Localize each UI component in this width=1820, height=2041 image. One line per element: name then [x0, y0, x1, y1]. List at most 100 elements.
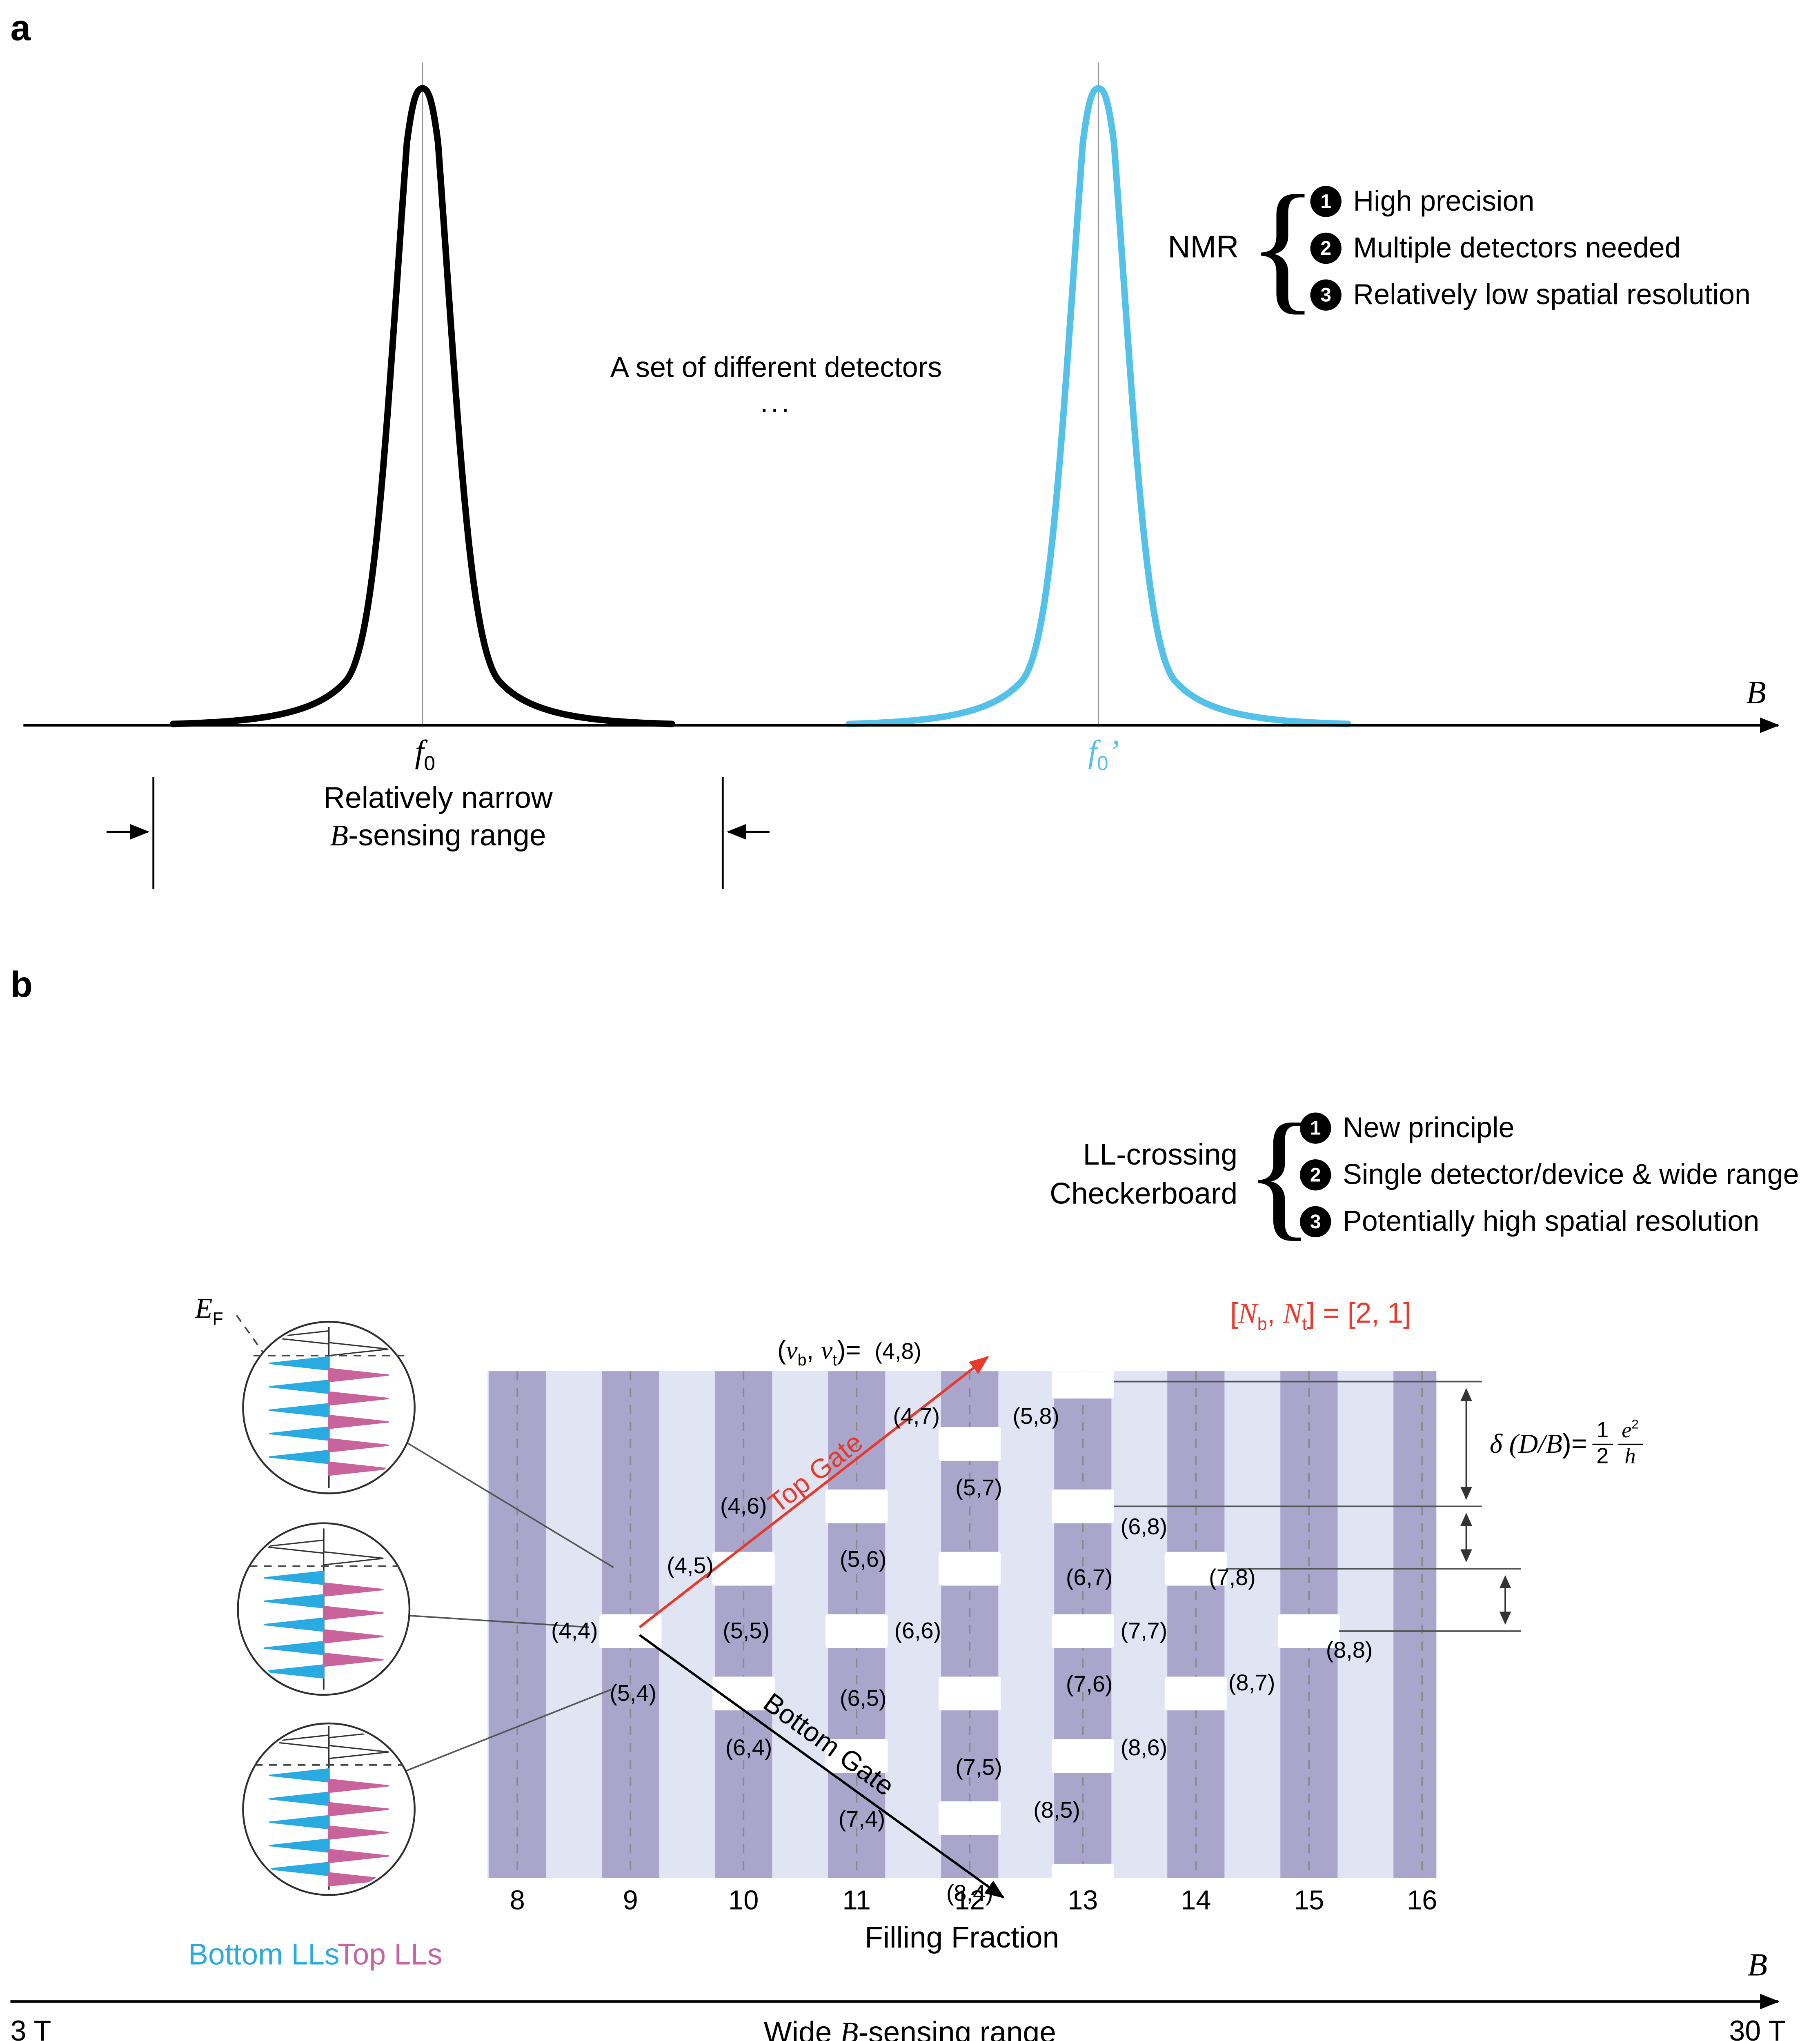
config-nb-symbol: N: [1238, 1297, 1257, 1330]
bottom-gate-arrow: [639, 1634, 1005, 1899]
db-symbol: D/B: [1518, 1427, 1562, 1459]
e2-over-h-fraction: e2 h: [1618, 1418, 1643, 1469]
circled-number-1-icon: 1: [1310, 186, 1342, 217]
narrow-range-note-line1: Relatively narrow: [323, 780, 553, 814]
bottom-ll-spike-5: [269, 1861, 330, 1876]
checkerboard-stripes-and-cells: [489, 1371, 1437, 1878]
peak-curve-black: [169, 85, 676, 727]
wide-range-rest: -sensing range: [858, 2015, 1057, 2041]
f0p-symbol: f: [1088, 735, 1097, 770]
top-ll-spike-2: [323, 1605, 384, 1621]
detectors-note-line1: A set of different detectors: [610, 351, 942, 384]
bottom-ll-spike-5: [264, 1664, 325, 1679]
stripe-16: [1393, 1371, 1437, 1878]
wide-range-b-symbol: B: [840, 2016, 859, 2041]
method-item-1-label: New principle: [1343, 1111, 1515, 1144]
legend-top-lls: Top LLs: [337, 1937, 443, 1971]
h-symbol: h: [1624, 1443, 1636, 1468]
top-ll-spike-2: [328, 1779, 389, 1793]
fraction-numerator: 1: [1592, 1418, 1613, 1445]
bottom-ll-spike-0: [269, 1734, 330, 1749]
nu-b-symbol: ν: [786, 1336, 798, 1365]
crossing-cell-13--4: [1051, 1863, 1114, 1878]
range-note-rest: -sensing range: [348, 818, 546, 852]
crossing-cell-12-1: [938, 1552, 1001, 1586]
circled-number-2-icon: 2: [1310, 232, 1342, 264]
nmr-item-2-label: Multiple detectors needed: [1353, 231, 1681, 264]
bottom-ll-spike-1: [269, 1768, 330, 1783]
e-symbol: e: [1622, 1418, 1632, 1443]
bottom-ll-spike-0: [269, 1330, 330, 1345]
crossing-cell-13--2: [1051, 1739, 1114, 1773]
inset1-connector-line: [406, 1442, 614, 1568]
crossing-cell-11-2: [825, 1489, 888, 1523]
panel-a-label: a: [10, 8, 31, 48]
cell-label-4-8: (4,8): [874, 1338, 921, 1364]
bottom-ll-spike-2: [264, 1594, 325, 1609]
method-item-2: 2 Single detector/device & wide range: [1300, 1152, 1799, 1198]
top-ll-spike-5: [328, 1849, 389, 1863]
config-nb-subscript: b: [1257, 1314, 1267, 1334]
delta-symbol: δ (: [1489, 1427, 1518, 1459]
range-b-symbol: B: [330, 819, 349, 852]
f0-symbol: f: [415, 735, 424, 770]
circled-number-2-icon: 2: [1300, 1159, 1331, 1191]
fermi-level-pointer: [236, 1315, 263, 1352]
crossing-cell-14-1: [1164, 1552, 1227, 1586]
nmr-item-1: 1 High precision: [1310, 178, 1534, 225]
config-nt-symbol: N: [1283, 1297, 1302, 1330]
nmr-item-3-label: Relatively low spatial resolution: [1353, 278, 1751, 311]
top-ll-spike-5: [328, 1461, 389, 1476]
top-ll-spike-3: [323, 1629, 384, 1644]
bottom-ll-spike-1: [269, 1356, 330, 1371]
one-half-fraction: 1 2: [1592, 1418, 1613, 1469]
nu-comma: ,: [806, 1336, 821, 1365]
circled-number-3-icon: 3: [1300, 1206, 1331, 1238]
nu-open-paren: (: [777, 1336, 786, 1365]
top-ll-spike-0: [328, 1342, 389, 1356]
inset3-landau-levels: [269, 1726, 389, 1887]
wide-range-pre: Wide: [763, 2015, 840, 2041]
e-exponent: 2: [1631, 1418, 1639, 1433]
crossing-cell-13-4: [1051, 1371, 1114, 1398]
config-open-bracket: [: [1230, 1297, 1238, 1330]
bottom-ll-spike-2: [269, 1379, 330, 1394]
legend-bottom-lls: Bottom LLs: [188, 1937, 340, 1971]
bottom-ll-spike-3: [269, 1403, 330, 1418]
nu-t-symbol: ν: [821, 1336, 833, 1365]
top-ll-spike-2: [328, 1391, 389, 1406]
config-comma: ,: [1267, 1297, 1283, 1330]
top-ll-spike-4: [323, 1652, 384, 1667]
inset2-connector-line: [408, 1614, 589, 1628]
top-ll-spike-3: [328, 1414, 389, 1429]
top-ll-spike-3: [328, 1802, 389, 1816]
peak-curve-cyan: [845, 85, 1351, 727]
bottom-ll-spike-1: [264, 1570, 325, 1585]
b-axis-label-b: B: [1747, 1948, 1768, 1983]
method-item-2-label: Single detector/device & wide range: [1343, 1158, 1799, 1191]
inset1-landau-levels: [269, 1330, 389, 1476]
top-ll-spike-4: [328, 1825, 389, 1840]
detectors-note-ellipsis: ...: [760, 386, 792, 419]
circled-number-3-icon: 3: [1310, 279, 1342, 311]
method-item-3: 3 Potentially high spatial resolution: [1300, 1198, 1759, 1245]
bottom-ll-spike-0: [264, 1539, 325, 1554]
method-item-3-label: Potentially high spatial resolution: [1343, 1205, 1760, 1238]
bottom-ll-spike-4: [264, 1641, 325, 1656]
peak2-frequency-label: f0’: [1088, 734, 1119, 776]
fermi-energy-label: EF: [195, 1292, 223, 1328]
method-title-line1: LL-crossing: [1083, 1137, 1238, 1172]
f0p-subscript: 0: [1097, 753, 1108, 776]
nmr-item-1-label: High precision: [1353, 185, 1535, 217]
crossing-cell-12-3: [938, 1427, 1001, 1461]
wide-range-note: Wide B-sensing range: [764, 2015, 1056, 2041]
bottom-ll-spike-4: [269, 1426, 330, 1441]
bottom-ll-spike-3: [269, 1815, 330, 1830]
b-axis-label-a: B: [1746, 676, 1766, 711]
bottom-ll-spike-4: [269, 1838, 330, 1853]
filling-pair-header: (νb, νt)= (4,8): [777, 1337, 921, 1370]
peak1-frequency-label: f0: [415, 734, 435, 776]
